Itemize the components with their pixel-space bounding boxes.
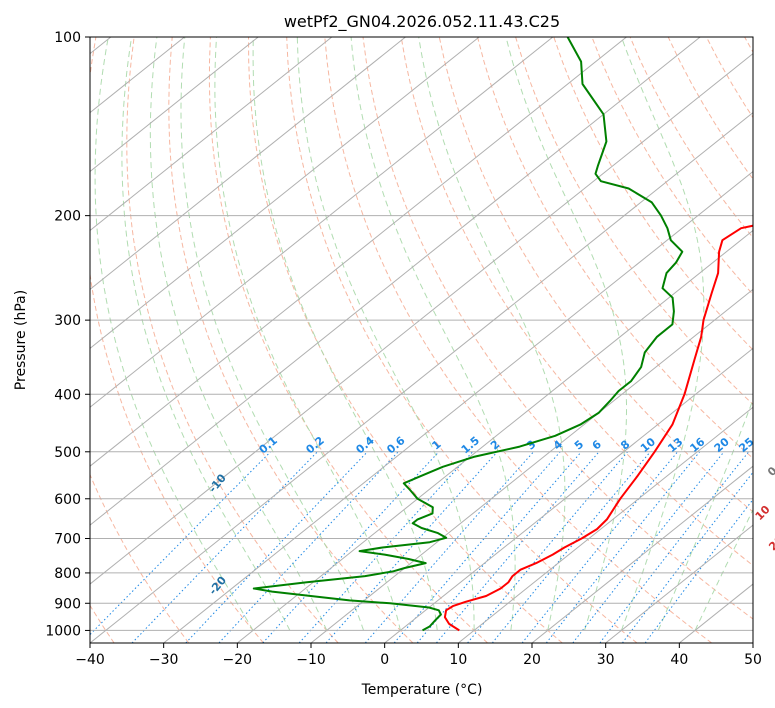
moist-adiabat	[214, 37, 401, 631]
moist-adiabat	[121, 37, 291, 631]
y-tick-label: 300	[54, 313, 81, 329]
y-axis-label: Pressure (hPa)	[13, 290, 29, 390]
y-tick-label: 500	[54, 445, 81, 461]
isotherm	[605, 524, 753, 643]
mixing-ratio-line	[262, 451, 440, 643]
y-tick-label: 900	[54, 596, 81, 612]
dry-adiabat	[515, 37, 753, 406]
y-tick-label: 100	[54, 30, 81, 46]
isotherm	[90, 53, 753, 585]
isotherm	[90, 111, 753, 643]
x-tick-label: −20	[223, 652, 253, 668]
y-tick-label: 700	[54, 532, 81, 548]
isotherm	[90, 37, 333, 232]
mixing-ratio-line	[545, 451, 701, 643]
y-tick-label: 1000	[45, 623, 81, 639]
x-tick-label: 30	[597, 652, 615, 668]
dry-adiabat	[90, 473, 190, 643]
isotherm	[237, 229, 753, 643]
mixing-ratio-line	[364, 451, 534, 643]
x-tick-label: 50	[744, 652, 762, 668]
mixing-ratio-line	[185, 451, 368, 643]
mixing-ratio-line	[467, 451, 628, 643]
dry-adiabat	[362, 37, 753, 620]
isotherm	[90, 37, 701, 526]
moist-adiabat	[180, 37, 365, 631]
y-tick-label: 200	[54, 209, 81, 225]
isotherm	[90, 37, 480, 349]
moist-adiabat-label: 20	[766, 533, 775, 553]
moist-adiabat	[350, 37, 516, 631]
x-tick-label: −30	[149, 652, 179, 668]
moist-adiabat	[418, 37, 566, 631]
moist-adiabat	[657, 397, 753, 631]
y-ticks: 100 200 300 400 500 600 700 800 900 1000	[45, 30, 90, 639]
x-tick-label: 0	[380, 652, 389, 668]
isotherm	[90, 37, 554, 408]
moist-adiabat-label: 0	[765, 464, 775, 479]
y-tick-label: 600	[54, 492, 81, 508]
isotherm	[531, 465, 753, 643]
dry-adiabat	[400, 37, 753, 567]
x-tick-label: 40	[670, 652, 688, 668]
y-tick-label: 400	[54, 387, 81, 403]
x-axis-label: Temperature (°C)	[361, 682, 483, 698]
dry-adiabat	[286, 37, 638, 643]
isotherm	[384, 347, 753, 643]
profile-traces	[252, 37, 753, 632]
moist-adiabat	[620, 37, 705, 631]
isotherm	[90, 37, 259, 173]
x-ticks: −40 −30 −20 −10 0 10 20 30 40 50	[75, 643, 762, 668]
moist-adiabat	[94, 37, 254, 631]
isotherm	[458, 406, 753, 643]
plot-frame	[89, 36, 754, 644]
temperature-profile	[443, 224, 753, 632]
x-tick-label: 20	[523, 652, 541, 668]
mixing-ratio-line	[325, 451, 498, 643]
mixing-ratio-line	[90, 451, 271, 636]
isotherm	[310, 288, 753, 643]
moist-adiabat	[149, 37, 328, 631]
chart-title: wetPf2_GN04.2026.052.11.43.C25	[284, 12, 560, 32]
mixing-ratio-line	[572, 451, 725, 643]
x-tick-label: −40	[75, 652, 105, 668]
mixing-ratio-line	[621, 471, 753, 643]
mixing-ratio-line	[131, 451, 318, 643]
dewpoint-profile	[252, 37, 684, 632]
reference-lines	[90, 37, 753, 643]
dry-adiabat	[90, 37, 264, 643]
x-tick-label: 10	[449, 652, 467, 668]
y-tick-label: 800	[54, 566, 81, 582]
mixing-ratio-line	[298, 451, 473, 643]
dry-adiabat	[208, 37, 488, 643]
moist-adiabat	[296, 37, 475, 631]
dry-adiabat	[553, 37, 753, 351]
isotherm	[90, 37, 627, 467]
x-tick-label: −10	[296, 652, 326, 668]
mixing-ratio-line	[218, 451, 399, 643]
moist-adiabat	[252, 37, 438, 631]
dry-adiabat	[248, 37, 563, 643]
mixing-ratio-line	[521, 451, 678, 643]
isotherm	[163, 170, 753, 643]
moist-adiabat	[505, 37, 627, 631]
isotherm	[90, 37, 406, 291]
